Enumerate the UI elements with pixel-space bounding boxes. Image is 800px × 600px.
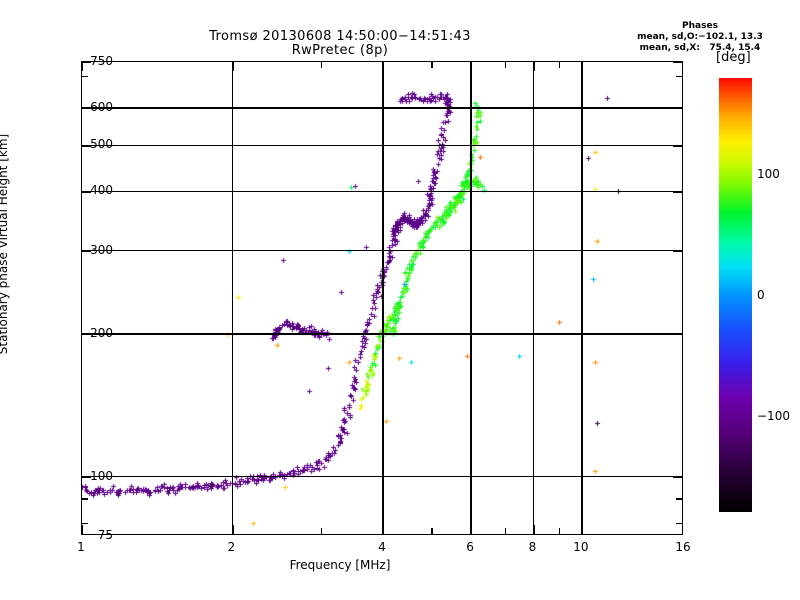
- axis-tick: [559, 528, 561, 534]
- axis-tick: [232, 62, 234, 71]
- plot-title-line2: RwPretec (8p): [291, 43, 389, 58]
- axis-tick: [673, 334, 682, 336]
- gridline-horizontal: [82, 107, 682, 109]
- axis-tick: [82, 334, 91, 336]
- axis-tick: [232, 525, 234, 534]
- y-axis-tick-label: 400: [90, 183, 113, 198]
- axis-tick: [673, 107, 682, 110]
- axis-tick: [82, 250, 91, 252]
- gridline-vertical: [470, 62, 472, 534]
- y-axis-tick-label: 100: [90, 468, 113, 483]
- axis-tick: [82, 107, 91, 110]
- colorbar-tick-label: −100: [757, 408, 790, 423]
- axis-tick: [82, 76, 88, 78]
- axis-tick: [471, 62, 473, 71]
- colorbar: [719, 78, 752, 512]
- axis-tick: [676, 498, 682, 500]
- colorbar-unit-label: [deg]: [716, 50, 751, 65]
- phase-stats-x-mode: mean, sd,X: 75.4, 15.4: [639, 43, 761, 53]
- axis-tick: [383, 62, 385, 71]
- plot-area: [81, 61, 683, 535]
- y-axis-tick-label: 200: [90, 326, 113, 341]
- y-axis-tick-label: 75: [97, 528, 113, 542]
- axis-tick: [673, 145, 682, 147]
- gridline-horizontal: [82, 249, 682, 252]
- axis-tick: [504, 62, 506, 68]
- colorbar-gradient: [719, 78, 752, 512]
- gridline-horizontal: [82, 190, 682, 193]
- x-axis-tick-label: 8: [528, 540, 537, 554]
- axis-tick: [676, 76, 682, 78]
- x-axis-tick-label: 2: [227, 540, 236, 554]
- y-axis-tick-label: 500: [90, 137, 113, 152]
- gridline-vertical: [231, 62, 234, 534]
- y-axis-tick-label: 600: [90, 99, 113, 114]
- x-axis-tick-label: 1: [77, 540, 85, 554]
- x-axis-tick-label: 6: [466, 540, 474, 554]
- y-axis-title: Stationary phase Virtual Height [km]: [0, 133, 10, 355]
- axis-tick: [676, 522, 682, 524]
- colorbar-tick-label: 0: [757, 288, 765, 302]
- gridline-horizontal: [82, 476, 682, 478]
- axis-tick: [320, 528, 322, 534]
- axis-tick: [82, 145, 91, 147]
- gridline-vertical: [581, 62, 583, 534]
- x-axis-tick-label: 16: [675, 540, 691, 554]
- plot-title-line1: Tromsø 20130608 14:50:00−14:51:43: [209, 29, 471, 44]
- axis-tick: [673, 191, 682, 193]
- gridline-vertical: [532, 62, 535, 534]
- gridline-horizontal: [82, 333, 682, 335]
- phase-stats-o-mode: mean, sd,O:−102.1, 13.3: [637, 32, 763, 42]
- axis-tick: [431, 62, 433, 68]
- axis-tick: [82, 525, 84, 534]
- axis-tick: [82, 522, 88, 524]
- gridline-vertical: [382, 62, 384, 534]
- axis-tick: [581, 62, 584, 71]
- axis-tick: [504, 528, 506, 534]
- y-axis-tick-label: 750: [90, 54, 113, 68]
- axis-tick: [581, 525, 584, 534]
- x-axis-tick-label: 4: [378, 540, 386, 554]
- axis-tick: [82, 62, 91, 64]
- axis-tick: [320, 62, 322, 68]
- axis-tick: [673, 250, 682, 252]
- axis-tick: [82, 476, 91, 479]
- colorbar-tick-label: 100: [757, 167, 780, 182]
- axis-tick: [383, 525, 385, 534]
- gridline-horizontal: [82, 144, 682, 147]
- x-axis-tick-label: 10: [573, 540, 589, 554]
- axis-tick: [673, 476, 682, 479]
- axis-tick: [533, 62, 535, 71]
- axis-tick: [82, 498, 88, 500]
- phase-stats-header: Phases: [682, 21, 718, 31]
- x-axis-title: Frequency [MHz]: [289, 558, 391, 572]
- axis-tick: [559, 62, 561, 68]
- axis-tick: [673, 62, 682, 64]
- axis-tick: [533, 525, 535, 534]
- axis-tick: [82, 191, 91, 193]
- axis-tick: [471, 525, 473, 534]
- axis-tick: [431, 528, 433, 534]
- y-axis-tick-label: 300: [90, 242, 113, 257]
- axis-tick: [82, 62, 84, 71]
